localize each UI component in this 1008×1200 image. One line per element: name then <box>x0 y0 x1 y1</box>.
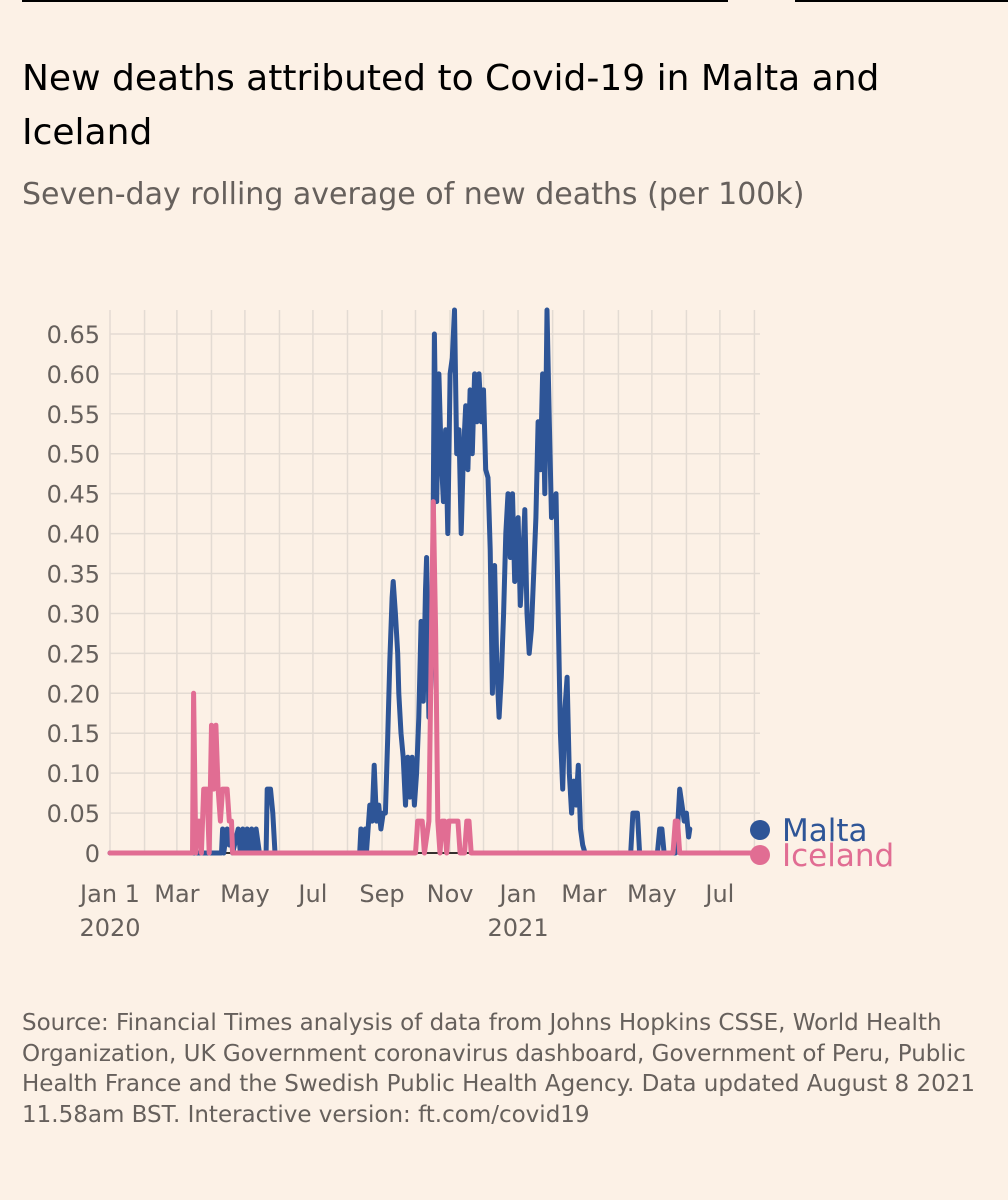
end-marker-malta <box>750 820 770 840</box>
y-tick-label: 0.60 <box>47 361 100 389</box>
source-note: Source: Financial Times analysis of data… <box>22 1010 976 1128</box>
series-line-iceland <box>107 499 762 856</box>
x-tick-year-label: 2020 <box>79 914 140 942</box>
x-tick-label: Jan <box>498 880 537 908</box>
y-tick-label: 0.20 <box>47 680 100 708</box>
x-tick-label: May <box>220 880 270 908</box>
y-tick-label: 0.65 <box>47 321 100 349</box>
x-tick-year-label: 2021 <box>488 914 549 942</box>
x-tick-label: Mar <box>561 880 606 908</box>
y-tick-label: 0.35 <box>47 561 100 589</box>
y-tick-label: 0.15 <box>47 720 100 748</box>
y-tick-label: 0.30 <box>47 600 100 628</box>
chart-subtitle: Seven-day rolling average of new deaths … <box>22 177 805 212</box>
series-lines <box>107 307 762 856</box>
y-tick-label: 0.55 <box>47 401 100 429</box>
y-tick-label: 0.10 <box>47 760 100 788</box>
x-tick-label: Jul <box>296 880 327 908</box>
x-tick-label: May <box>627 880 677 908</box>
top-rule-left <box>22 0 728 2</box>
x-tick-label: Jan 1 <box>78 880 140 908</box>
y-tick-label: 0.45 <box>47 481 100 509</box>
x-tick-label: Mar <box>154 880 199 908</box>
series-label-iceland: Iceland <box>782 838 894 874</box>
y-tick-label: 0.50 <box>47 441 100 469</box>
x-tick-label: Nov <box>427 880 474 908</box>
y-tick-label: 0.40 <box>47 521 100 549</box>
top-rule-right <box>795 0 1008 2</box>
y-tick-label: 0.05 <box>47 800 100 828</box>
line-chart: 0 0.05 0.10 0.15 0.20 0.25 0.30 0.35 0.40 0.45 0.5… <box>47 307 894 942</box>
end-marker-iceland <box>750 845 770 865</box>
series-label-malta: Malta <box>782 813 868 849</box>
x-tick-label: Jul <box>703 880 734 908</box>
chart-title: New deaths attributed to Covid-19 in Mal… <box>22 58 880 153</box>
series-line-malta <box>107 307 693 856</box>
y-tick-label: 0.25 <box>47 640 100 668</box>
y-tick-label: 0 <box>85 840 100 868</box>
y-axis-ticks: 0 0.05 0.10 0.15 0.20 0.25 0.30 0.35 0.40 0.45 0.5… <box>47 321 100 868</box>
x-tick-label: Sep <box>359 880 404 908</box>
x-axis-ticks: Jan 1 2020 Mar May Jul Sep Nov Jan 2021 Mar May Jul <box>78 880 734 942</box>
